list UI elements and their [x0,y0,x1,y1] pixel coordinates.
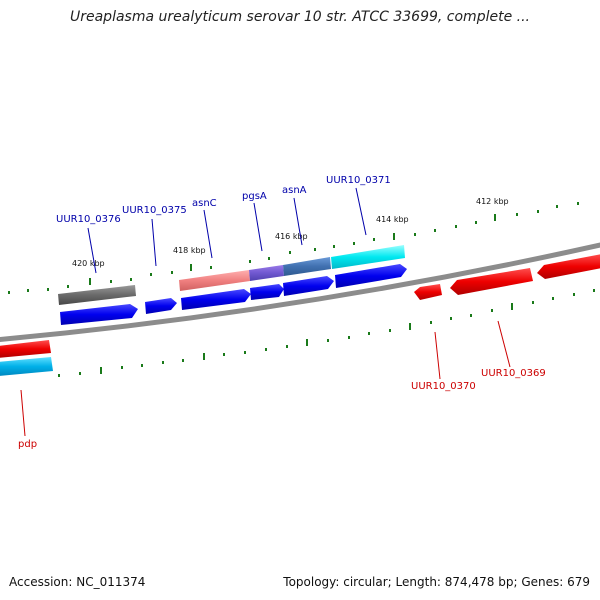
label-uur10-0369[interactable]: UUR10_0369 [481,368,546,379]
gene-asna[interactable] [283,276,334,296]
label-asna[interactable]: asnA [282,185,307,196]
gene-pdp[interactable] [0,357,53,376]
gene-left-edge[interactable] [0,340,51,358]
label-pgsa[interactable]: pgsA [242,191,267,202]
region-cyan[interactable] [331,245,405,269]
scale-label-420kbp: 420 kbp [72,259,105,268]
gene-uur10-0375[interactable] [145,298,177,314]
label-uur10-0376[interactable]: UUR10_0376 [56,214,121,225]
region-purple[interactable] [249,265,284,281]
scale-label-416kbp: 416 kbp [275,232,308,241]
gene-pgsa[interactable] [250,284,284,300]
label-leaders [20,187,511,437]
gene-uur10-0376[interactable] [60,304,138,325]
upper-feature-track [58,245,405,305]
region-steel[interactable] [283,257,331,276]
region-gray[interactable] [58,285,136,305]
map-title: Ureaplasma urealyticum serovar 10 str. A… [69,9,530,25]
label-pdp[interactable]: pdp [18,439,37,450]
label-uur10-0375[interactable]: UUR10_0375 [122,205,187,216]
label-asnc[interactable]: asnC [192,198,217,209]
scale-label-414kbp: 414 kbp [376,215,409,224]
gene-right-edge[interactable] [537,254,600,279]
label-uur10-0371[interactable]: UUR10_0371 [326,175,391,186]
scale-labels: 420 kbp 418 kbp 416 kbp 414 kbp 412 kbp [72,197,509,268]
gene-uur10-0370[interactable] [414,284,442,300]
gene-uur10-0369[interactable] [450,268,533,295]
gene-asnc[interactable] [181,289,251,310]
genome-stats-text: Topology: circular; Length: 874,478 bp; … [283,575,590,589]
forward-genes [60,264,407,325]
gene-uur10-0371[interactable] [335,264,407,288]
scale-label-418kbp: 418 kbp [173,246,206,255]
outer-scale-ring [8,202,579,294]
region-pink[interactable] [179,270,250,291]
inner-scale-ring [58,289,595,377]
label-uur10-0370[interactable]: UUR10_0370 [411,381,476,392]
reverse-genes [0,254,600,376]
accession-text: Accession: NC_011374 [9,575,146,589]
gene-labels: UUR10_0376 UUR10_0375 asnC pgsA asnA UUR… [18,175,546,450]
genome-backbone [0,242,600,343]
scale-label-412kbp: 412 kbp [476,197,509,206]
